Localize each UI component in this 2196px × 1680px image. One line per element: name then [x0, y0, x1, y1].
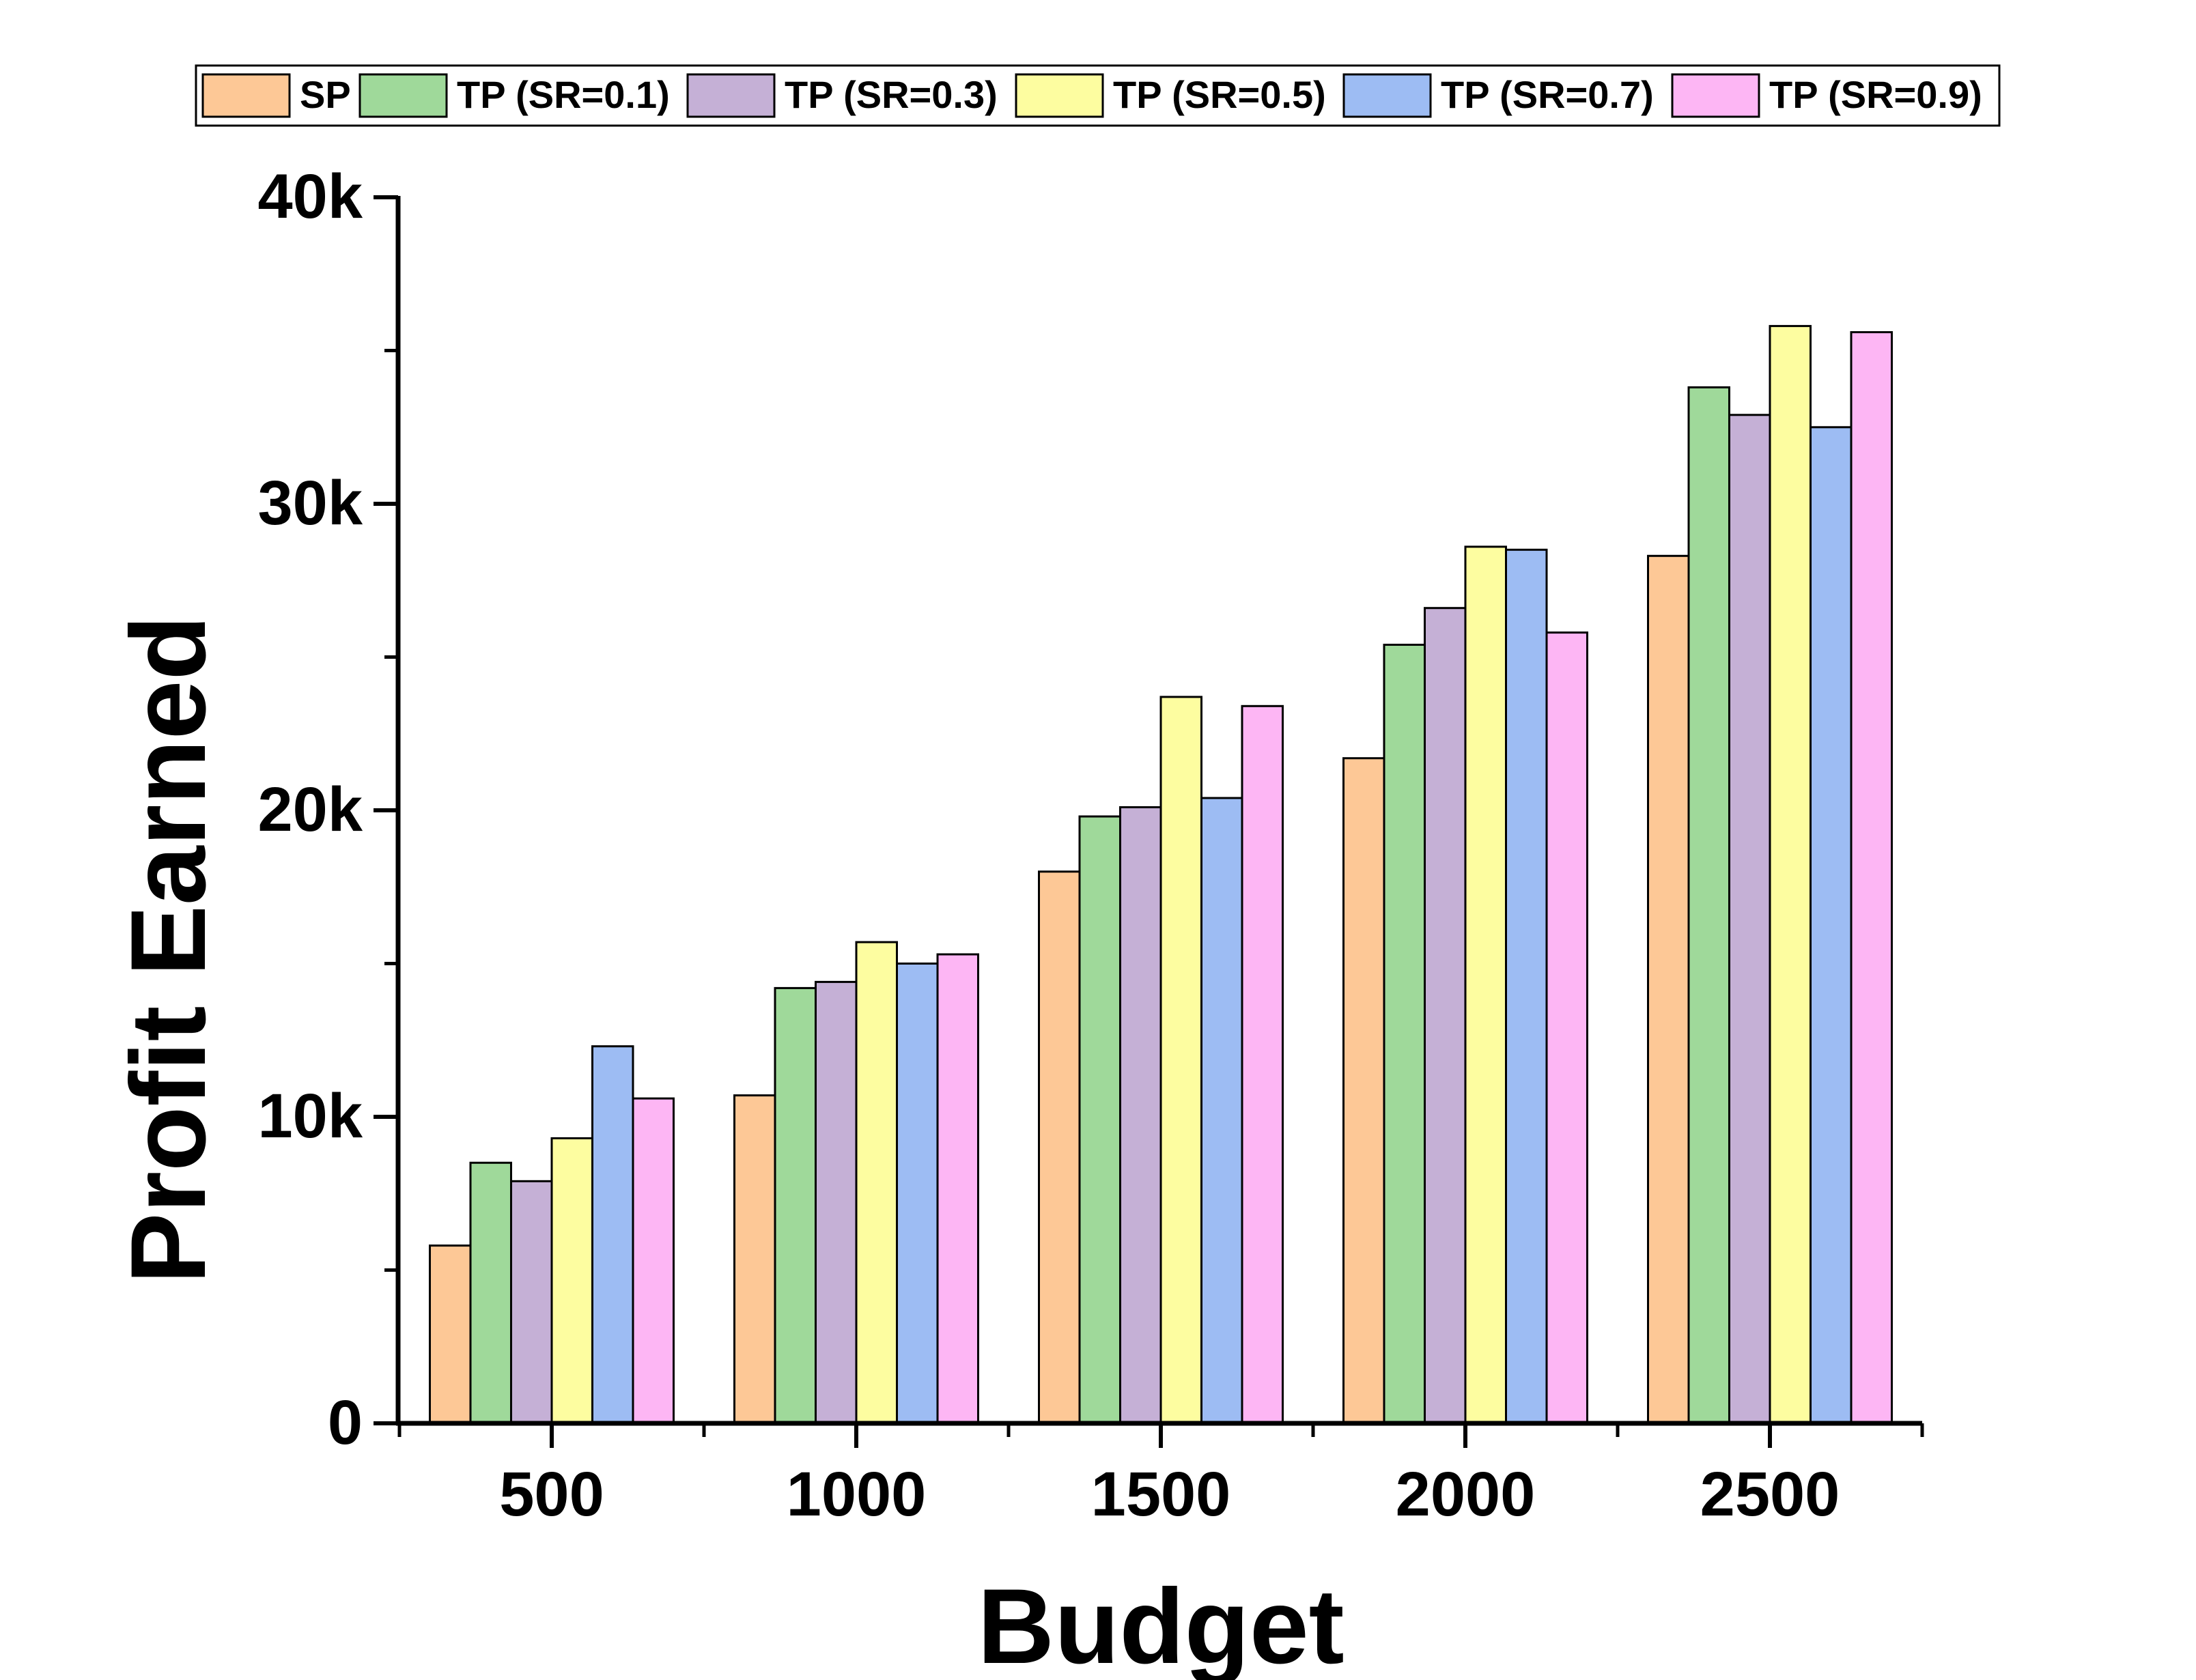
bar-tp-sr-0-5-1500 — [1159, 696, 1202, 1425]
bar-sp-2500 — [1647, 554, 1690, 1425]
bar-tp-sr-0-1-1500 — [1078, 815, 1121, 1425]
legend-label: TP (SR=0.3) — [785, 73, 998, 116]
bar-sp-1000 — [733, 1094, 776, 1425]
x-tick-label: 500 — [499, 1460, 604, 1529]
x-axis-label: Budget — [977, 1567, 1344, 1680]
y-tick-label: 0 — [328, 1388, 363, 1457]
bar-sp-500 — [429, 1244, 472, 1425]
axes: 0 10k 20k 30k 40k 500 1000 1500 2000 2500 — [258, 162, 1924, 1529]
bar-tp-sr-0-7-500 — [591, 1045, 634, 1425]
bar-tp-sr-0-1-500 — [469, 1161, 512, 1425]
bar-tp-sr-0-9-1000 — [936, 953, 979, 1425]
legend-swatch — [1342, 73, 1432, 118]
legend-label: TP (SR=0.7) — [1441, 73, 1654, 116]
legend-label: SP — [300, 73, 351, 116]
y-tick-label: 30k — [258, 468, 363, 538]
bar-sp-1500 — [1038, 870, 1081, 1425]
bar-tp-sr-0-5-2500 — [1769, 325, 1812, 1425]
bar-tp-sr-0-9-500 — [632, 1097, 675, 1425]
bar-tp-sr-0-7-1000 — [896, 963, 939, 1425]
legend-label: TP (SR=0.9) — [1769, 73, 1982, 116]
bar-tp-sr-0-3-2000 — [1424, 607, 1467, 1425]
x-tick-label: 1000 — [787, 1460, 927, 1529]
x-tick-label: 2000 — [1396, 1460, 1536, 1529]
bar-tp-sr-0-9-2000 — [1545, 631, 1588, 1425]
bar-group — [429, 325, 1893, 1425]
legend-label: TP (SR=0.5) — [1113, 73, 1326, 116]
bar-tp-sr-0-9-2500 — [1850, 331, 1893, 1425]
y-axis-label: Profit Earned — [109, 615, 228, 1284]
legend-swatch — [1015, 73, 1104, 118]
legend-swatch — [686, 73, 776, 118]
bar-tp-sr-0-1-2000 — [1383, 644, 1426, 1425]
legend-box — [195, 64, 2001, 127]
legend-label: TP (SR=0.1) — [457, 73, 670, 116]
y-tick-label: 20k — [258, 775, 363, 844]
bar-tp-sr-0-1-2500 — [1687, 386, 1730, 1425]
bar-tp-sr-0-7-2000 — [1505, 548, 1548, 1425]
bar-tp-sr-0-7-1500 — [1200, 797, 1243, 1425]
bar-tp-sr-0-5-2000 — [1464, 545, 1507, 1425]
legend: SP TP (SR=0.1) TP (SR=0.3) TP (SR=0.5) TP (S… — [195, 64, 2001, 127]
x-tick-label: 1500 — [1091, 1460, 1231, 1529]
bar-tp-sr-0-7-2500 — [1810, 426, 1853, 1425]
y-tick-label: 40k — [258, 162, 363, 231]
bar-tp-sr-0-3-1000 — [815, 980, 858, 1425]
bar-tp-sr-0-3-2500 — [1728, 414, 1771, 1425]
bar-tp-sr-0-3-1500 — [1119, 806, 1162, 1425]
bar-tp-sr-0-5-1000 — [855, 941, 898, 1425]
bar-sp-2000 — [1342, 757, 1385, 1425]
bar-tp-sr-0-1-1000 — [774, 986, 817, 1425]
y-tick-label: 10k — [258, 1081, 363, 1151]
x-tick-label: 2500 — [1700, 1460, 1840, 1529]
legend-swatch — [1671, 73, 1760, 118]
legend-swatch — [358, 73, 448, 118]
bar-tp-sr-0-9-1500 — [1241, 704, 1284, 1425]
bar-tp-sr-0-3-500 — [510, 1180, 553, 1425]
legend-swatch — [201, 73, 291, 118]
bar-tp-sr-0-5-500 — [550, 1137, 593, 1425]
